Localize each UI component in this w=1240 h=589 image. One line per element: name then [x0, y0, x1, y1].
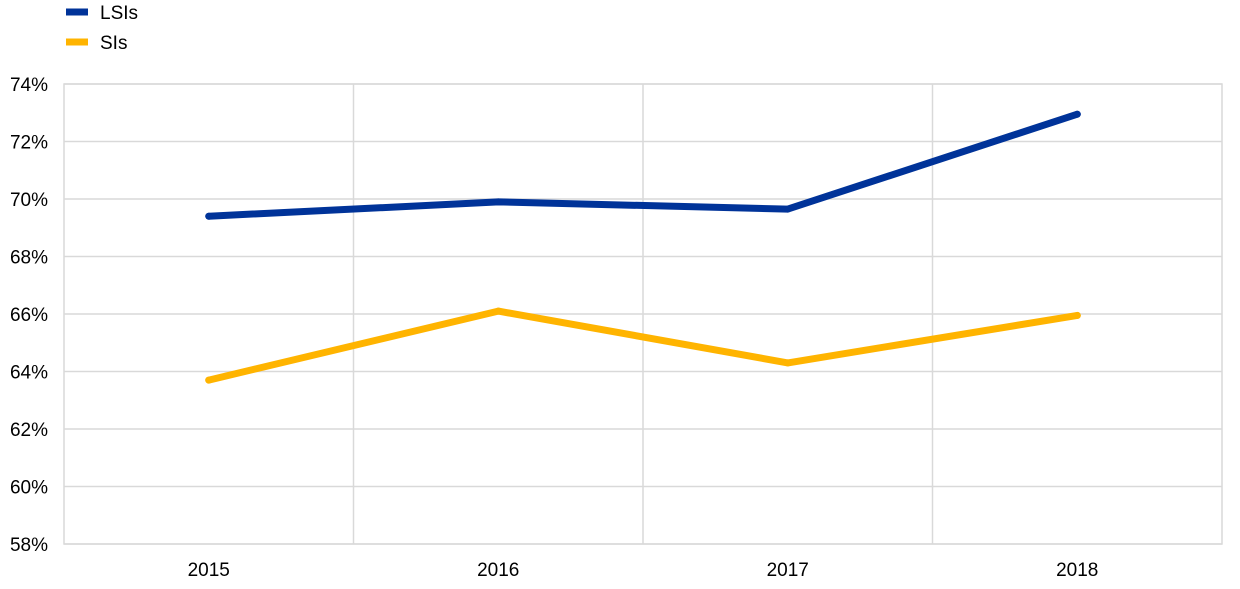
data-point-lsis: [1073, 110, 1081, 118]
x-axis-tick-labels: 2015 2016 2017 2018: [188, 560, 1099, 581]
data-point-lsis: [205, 212, 213, 220]
y-tick-label: 70%: [10, 190, 48, 211]
y-axis-tick-labels: 58% 60% 62% 64% 66% 68% 70% 72% 74%: [10, 75, 48, 556]
y-tick-label: 66%: [10, 305, 48, 326]
series-line-sis: [205, 307, 1081, 384]
data-point-lsis: [494, 198, 502, 206]
y-tick-label: 62%: [10, 420, 48, 441]
y-tick-label: 64%: [10, 363, 48, 384]
data-point-sis: [494, 307, 502, 315]
legend-label-lsis: LSIs: [100, 3, 138, 24]
x-tick-label: 2018: [1056, 560, 1098, 581]
legend-label-sis: SIs: [100, 33, 127, 54]
y-tick-label: 58%: [10, 535, 48, 556]
x-tick-label: 2016: [477, 560, 519, 581]
plot-area-frame: [63, 83, 1223, 545]
y-tick-label: 74%: [10, 75, 48, 96]
y-tick-label: 60%: [10, 478, 48, 499]
data-point-lsis: [784, 205, 792, 213]
x-tick-label: 2015: [188, 560, 230, 581]
data-point-sis: [205, 376, 213, 384]
y-tick-label: 72%: [10, 133, 48, 154]
series-lines: [205, 110, 1081, 384]
series-line-lsis: [205, 110, 1081, 220]
data-point-sis: [1073, 311, 1081, 319]
x-tick-label: 2017: [767, 560, 809, 581]
data-point-sis: [784, 359, 792, 367]
y-tick-label: 68%: [10, 248, 48, 269]
legend: LSIs SIs: [66, 3, 138, 54]
